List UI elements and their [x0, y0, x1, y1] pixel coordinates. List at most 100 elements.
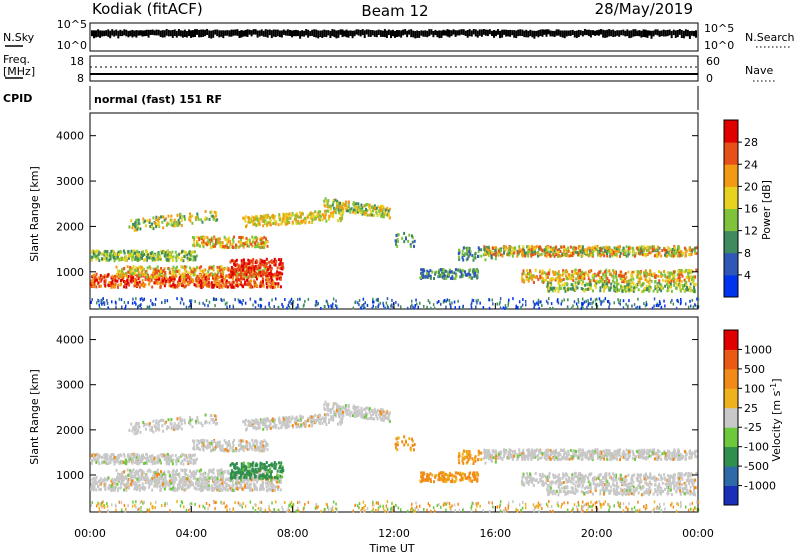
- scatter-cell: [224, 244, 227, 248]
- scatter-cell: [411, 299, 413, 303]
- scatter-cell: [327, 199, 330, 203]
- scatter-cell: [372, 300, 374, 304]
- scatter-cell: [127, 270, 130, 274]
- scatter-cell: [242, 268, 244, 272]
- scatter-cell: [642, 289, 645, 293]
- scatter-cell: [621, 289, 624, 293]
- scatter-cell: [123, 483, 125, 487]
- scatter-cell: [499, 306, 502, 310]
- scatter-cell: [173, 284, 176, 288]
- nsky-sample: [440, 30, 443, 38]
- scatter-cell: [352, 210, 354, 214]
- scatter-cell: [242, 270, 245, 274]
- scatter-cell: [364, 203, 367, 207]
- scatter-cell: [171, 250, 174, 254]
- nsky-sample: [387, 29, 390, 36]
- scatter-cell: [433, 277, 435, 280]
- scatter-cell: [500, 249, 503, 252]
- scatter-cell: [271, 279, 274, 283]
- nsky-sample: [93, 30, 95, 39]
- nsky-sample: [670, 30, 673, 39]
- scatter-cell: [160, 280, 163, 284]
- scatter-cell: [232, 245, 235, 249]
- nsky-sample: [385, 30, 388, 38]
- scatter-cell: [262, 243, 265, 247]
- scatter-cell: [246, 482, 249, 486]
- scatter-cell: [246, 279, 249, 283]
- nsky-sample: [220, 30, 223, 37]
- scatter-cell: [529, 252, 532, 255]
- scatter-cell: [150, 251, 153, 255]
- scatter-cell: [148, 276, 151, 280]
- scatter-cell: [296, 306, 298, 310]
- scatter-cell: [593, 274, 596, 278]
- nsky-sample: [248, 29, 251, 35]
- scatter-cell: [95, 257, 98, 261]
- scatter-cell: [379, 301, 382, 305]
- scatter-cell: [190, 454, 193, 458]
- scatter-cell: [180, 265, 183, 269]
- scatter-cell: [471, 276, 474, 280]
- nsky-sample: [309, 31, 312, 37]
- scatter-cell: [185, 265, 188, 269]
- scatter-cell: [612, 279, 614, 283]
- scatter-cell: [642, 248, 645, 252]
- scatter-cell: [103, 460, 106, 464]
- scatter-cell: [374, 206, 376, 210]
- scatter-cell: [156, 218, 159, 222]
- scatter-cell: [427, 299, 430, 303]
- scatter-cell: [552, 286, 554, 290]
- scatter-cell: [235, 481, 238, 485]
- scatter-cell: [174, 284, 177, 288]
- scatter-cell: [151, 285, 154, 289]
- nsky-sample: [460, 29, 463, 35]
- scatter-cell: [591, 305, 593, 309]
- scatter-cell: [156, 457, 159, 461]
- scatter-cell: [210, 238, 213, 242]
- scatter-cell: [161, 485, 164, 489]
- scatter-cell: [352, 202, 355, 206]
- scatter-cell: [274, 222, 277, 226]
- scatter-cell: [170, 223, 173, 227]
- scatter-cell: [649, 287, 651, 291]
- scatter-cell: [614, 288, 617, 292]
- scatter-cell: [110, 254, 113, 258]
- scatter-cell: [661, 278, 664, 282]
- scatter-cell: [210, 214, 213, 218]
- scatter-cell: [158, 216, 161, 220]
- scatter-cell: [362, 297, 365, 301]
- scatter-cell: [188, 454, 190, 457]
- scatter-cell: [272, 273, 275, 277]
- nsky-sample: [99, 30, 102, 38]
- scatter-cell: [148, 265, 151, 269]
- scatter-cell: [181, 483, 184, 487]
- scatter-cell: [224, 275, 227, 279]
- scatter-cell: [232, 267, 235, 271]
- scatter-cell: [283, 219, 286, 223]
- nsky-sample: [295, 29, 297, 37]
- nsky-sample: [349, 30, 352, 36]
- scatter-cell: [550, 248, 552, 252]
- scatter-cell: [108, 461, 110, 465]
- nsky-sample: [664, 30, 667, 37]
- scatter-cell: [607, 250, 610, 254]
- scatter-cell: [610, 274, 613, 278]
- scatter-cell: [609, 302, 611, 306]
- scatter-cell: [561, 283, 564, 287]
- scatter-cell: [274, 272, 276, 276]
- scatter-cell: [156, 254, 159, 258]
- scatter-cell: [574, 281, 577, 285]
- scatter-cell: [178, 278, 181, 282]
- nsky-sample: [464, 30, 467, 36]
- nsky-sample: [549, 30, 552, 37]
- scatter-cell: [240, 300, 242, 304]
- scatter-cell: [106, 458, 109, 462]
- scatter-cell: [405, 237, 407, 241]
- scatter-cell: [241, 264, 244, 268]
- scatter-cell: [193, 244, 196, 248]
- scatter-cell: [228, 275, 231, 279]
- scatter-cell: [255, 239, 258, 243]
- scatter-cell: [412, 305, 414, 309]
- scatter-cell: [610, 251, 613, 255]
- scatter-cell: [98, 454, 101, 458]
